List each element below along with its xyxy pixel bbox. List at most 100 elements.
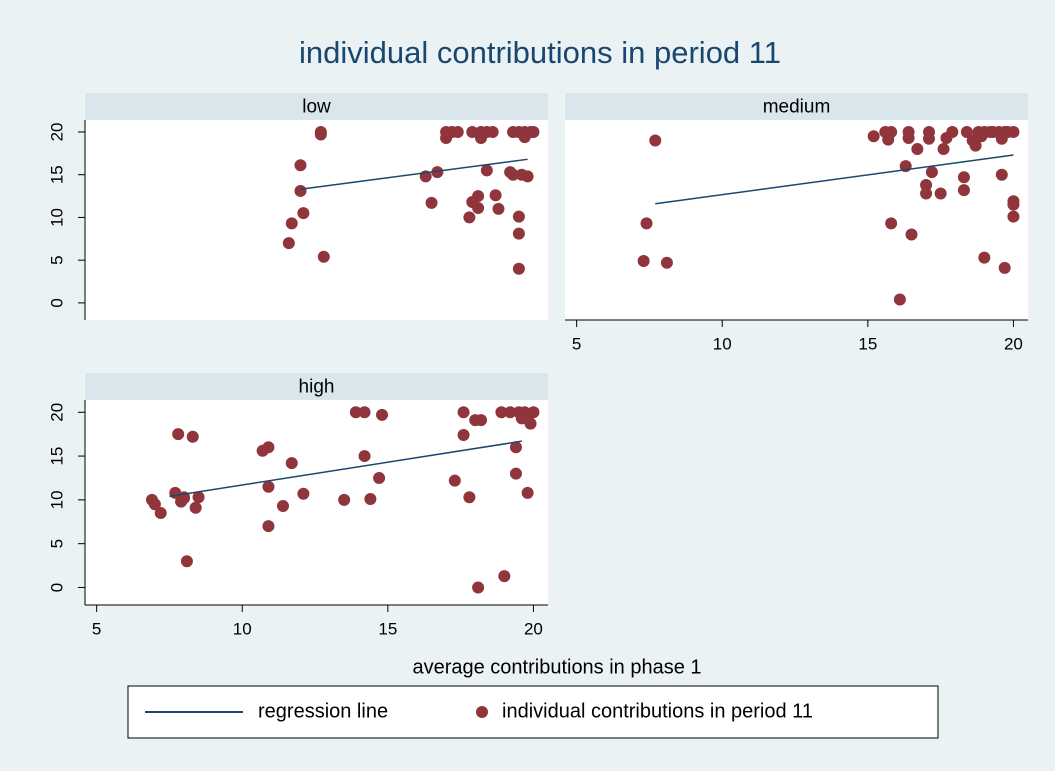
regression-line: [169, 440, 522, 498]
x-tick-label: 10: [233, 619, 252, 638]
data-point: [922, 125, 935, 138]
data-point: [172, 428, 185, 441]
data-point: [512, 262, 525, 275]
data-point: [186, 430, 199, 443]
data-point: [262, 520, 275, 533]
x-tick-label: 15: [378, 619, 397, 638]
y-tick-label: 10: [47, 208, 66, 227]
data-point: [893, 293, 906, 306]
data-point: [509, 441, 522, 454]
data-point: [512, 227, 525, 240]
data-point: [957, 171, 970, 184]
data-point: [297, 487, 310, 500]
data-point: [920, 178, 933, 191]
legend-label: individual contributions in period 11: [502, 700, 813, 722]
data-point: [463, 211, 476, 224]
data-point: [317, 250, 330, 263]
data-point: [358, 406, 371, 419]
panel-title: high: [299, 377, 335, 398]
data-point: [885, 217, 898, 230]
data-point: [637, 255, 650, 268]
y-tick-label: 10: [47, 490, 66, 509]
chart-title: individual contributions in period 11: [299, 35, 781, 70]
data-point: [507, 168, 520, 181]
x-tick-label: 5: [572, 334, 581, 353]
data-point: [937, 143, 950, 156]
data-point: [294, 184, 307, 197]
data-point: [364, 492, 377, 505]
y-tick-label: 0: [47, 298, 66, 307]
data-point: [192, 491, 205, 504]
data-point: [995, 168, 1008, 181]
y-tick-label: 20: [47, 123, 66, 142]
data-point: [521, 486, 534, 499]
y-tick-label: 5: [47, 539, 66, 548]
data-point: [282, 237, 295, 250]
data-point: [451, 125, 464, 138]
data-point: [934, 187, 947, 200]
data-point: [472, 581, 485, 594]
data-point: [925, 166, 938, 179]
data-point: [457, 429, 470, 442]
data-point: [475, 414, 488, 427]
data-point: [524, 417, 537, 430]
x-tick-label: 10: [713, 334, 732, 353]
data-point: [349, 406, 362, 419]
y-tick-label: 20: [47, 403, 66, 422]
y-tick-label: 15: [47, 447, 66, 466]
data-point: [463, 491, 476, 504]
data-point: [527, 125, 540, 138]
x-axis-label: average contributions in phase 1: [412, 656, 701, 678]
data-point: [148, 498, 161, 511]
data-point: [376, 408, 389, 421]
data-point: [957, 184, 970, 197]
data-point: [1007, 125, 1020, 138]
x-tick-label: 5: [92, 619, 101, 638]
data-point: [649, 134, 662, 147]
regression-line: [300, 158, 528, 190]
data-point: [998, 261, 1011, 274]
data-point: [489, 189, 502, 202]
data-point: [277, 500, 290, 513]
regression-line: [655, 154, 1014, 205]
data-point: [180, 555, 193, 568]
data-point: [969, 139, 982, 152]
data-point: [885, 125, 898, 138]
x-tick-label: 20: [1004, 334, 1023, 353]
y-tick-label: 0: [47, 583, 66, 592]
legend-label: regression line: [258, 700, 388, 722]
data-point: [431, 166, 444, 179]
data-point: [486, 125, 499, 138]
legend: [127, 685, 939, 739]
data-point: [294, 159, 307, 172]
data-point: [660, 256, 673, 269]
data-point: [512, 210, 525, 223]
data-point: [262, 480, 275, 493]
plot-area: [85, 120, 548, 320]
data-point: [946, 125, 959, 138]
data-point: [285, 457, 298, 470]
data-point: [504, 406, 517, 419]
data-point: [358, 450, 371, 463]
data-point: [920, 187, 933, 200]
panel-title: low: [302, 97, 331, 118]
x-tick-label: 20: [524, 619, 543, 638]
data-point: [498, 570, 511, 583]
data-point: [960, 125, 973, 138]
data-point: [509, 467, 522, 480]
data-point: [189, 501, 202, 514]
data-point: [285, 217, 298, 230]
data-point: [297, 207, 310, 220]
data-point: [492, 202, 505, 215]
x-tick-label: 15: [858, 334, 877, 353]
data-point: [640, 217, 653, 230]
data-point: [902, 125, 915, 138]
data-point: [338, 493, 351, 506]
data-point: [978, 251, 991, 264]
data-point: [905, 228, 918, 241]
data-point: [466, 125, 479, 138]
panel-header: [565, 93, 1028, 120]
y-tick-label: 5: [47, 255, 66, 264]
data-point: [472, 202, 485, 215]
